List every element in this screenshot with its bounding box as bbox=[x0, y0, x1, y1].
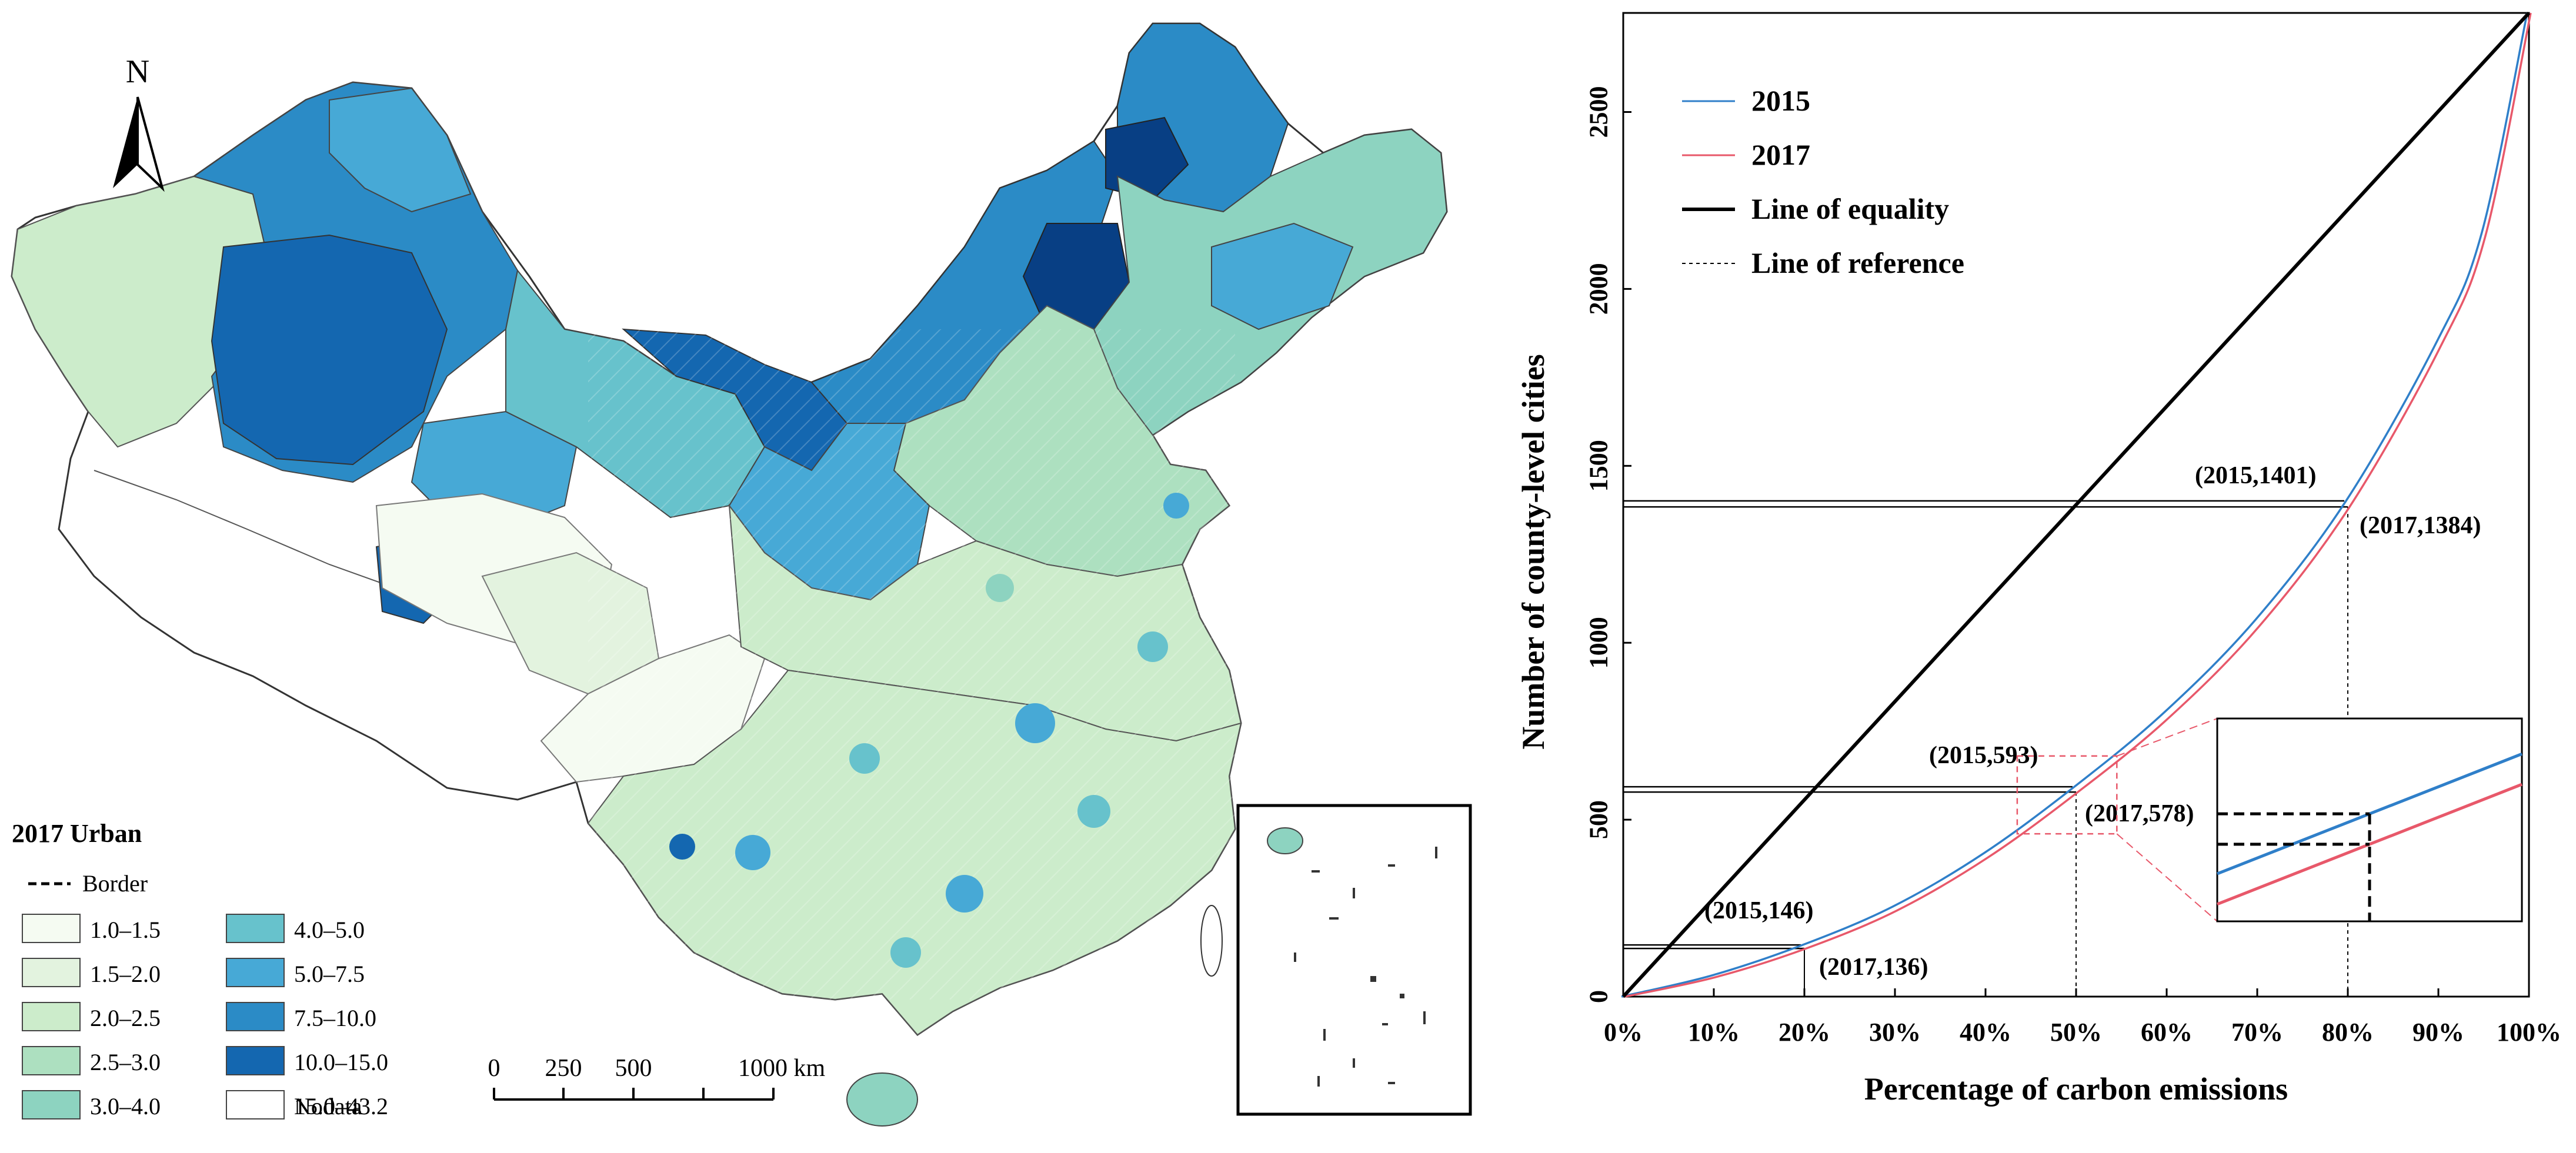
legend-label: 2017 bbox=[1751, 138, 1810, 171]
legend-class-label: 1.0–1.5 bbox=[90, 917, 161, 943]
legend-swatch bbox=[22, 1002, 81, 1031]
region-northeast-mid bbox=[1211, 222, 1354, 330]
legend-class-label: 1.5–2.0 bbox=[90, 961, 161, 987]
legend-label: Line of equality bbox=[1751, 192, 1949, 225]
x-tick-label: 20% bbox=[1778, 1018, 1830, 1047]
point-annotation: (2017,578) bbox=[2085, 800, 2194, 827]
map-legend: 2017 Urban Border 1.0–1.5 1.5–2.0 2.0–2.5 2… bbox=[12, 819, 388, 1119]
legend-swatch bbox=[226, 914, 285, 943]
x-tick-label: 70% bbox=[2231, 1018, 2283, 1047]
legend-swatch bbox=[22, 914, 81, 943]
north-label: N bbox=[126, 54, 149, 90]
x-tick-label: 50% bbox=[2050, 1018, 2102, 1047]
legend-nodata-swatch bbox=[226, 1090, 285, 1119]
north-arrow: N bbox=[113, 54, 165, 192]
hotspot-group bbox=[669, 493, 1189, 968]
y-tick-label: 1000 bbox=[1584, 617, 1613, 669]
scale-bar: 0 250 500 1000 km bbox=[488, 1055, 826, 1101]
legend-class-label: 3.0–4.0 bbox=[90, 1093, 161, 1119]
y-tick-label: 1500 bbox=[1584, 440, 1613, 492]
legend-class-label: 2.0–2.5 bbox=[90, 1005, 161, 1031]
taiwan-island bbox=[1200, 905, 1223, 977]
legend-class-label: 7.5–10.0 bbox=[294, 1005, 376, 1031]
x-tick-label: 10% bbox=[1688, 1018, 1740, 1047]
point-annotation: (2017,136) bbox=[1819, 954, 1928, 981]
legend-swatch bbox=[22, 958, 81, 987]
lorenz-curve-panel: 0% 10% 20% 30% 40% 50% 60% 70% 80% 90% 100% 0 500 100… bbox=[1488, 0, 2576, 1150]
zoom-connector-line bbox=[2116, 833, 2218, 922]
scale-tick-label: 0 bbox=[488, 1055, 500, 1082]
south-china-sea-inset bbox=[1236, 804, 1472, 1116]
legend-class-label: 4.0–5.0 bbox=[294, 917, 365, 943]
legend-class-label: 10.0–15.0 bbox=[294, 1049, 388, 1075]
x-tick-label: 100% bbox=[2497, 1018, 2561, 1047]
region-xinjiang-north bbox=[329, 87, 472, 213]
zoom-connector-line bbox=[2116, 718, 2218, 757]
x-tick-label: 0% bbox=[1604, 1018, 1643, 1047]
point-annotation: (2015,146) bbox=[1704, 897, 1813, 924]
legend-title: 2017 Urban bbox=[12, 819, 142, 848]
chart-legend: 2015 2017 Line of equality Line of referenc… bbox=[1682, 84, 1964, 279]
scale-tick-label: 500 bbox=[615, 1055, 652, 1082]
legend-swatch bbox=[226, 1046, 285, 1075]
region-texture bbox=[588, 329, 1235, 1000]
x-tick-label: 80% bbox=[2322, 1018, 2374, 1047]
point-annotation: (2017,1384) bbox=[2360, 512, 2481, 539]
series-line-2017 bbox=[1624, 12, 2532, 998]
hainan-island bbox=[846, 1072, 918, 1127]
zoom-region-box bbox=[2016, 755, 2118, 835]
scale-tick-label: 250 bbox=[545, 1055, 582, 1082]
x-axis-label: Percentage of carbon emissions bbox=[1864, 1071, 2288, 1107]
choropleth-map-panel: N 2017 Urban Border 1.0–1.5 1.5–2.0 2.0– bbox=[11, 22, 1472, 1127]
point-annotation: (2015,1401) bbox=[2195, 462, 2316, 489]
equality-line bbox=[1621, 11, 2531, 998]
legend-swatch bbox=[226, 958, 285, 987]
legend-class-label: 2.5–3.0 bbox=[90, 1049, 161, 1075]
x-tick-label: 90% bbox=[2413, 1018, 2464, 1047]
legend-label: Line of reference bbox=[1751, 246, 1964, 279]
region-heilongjiang-deep bbox=[1105, 116, 1189, 201]
x-tick-label: 30% bbox=[1869, 1018, 1921, 1047]
legend-class-label: 5.0–7.5 bbox=[294, 961, 365, 987]
legend-swatch bbox=[22, 1090, 81, 1119]
lorenz-curve-chart: 0% 10% 20% 30% 40% 50% 60% 70% 80% 90% 100% 0 500 100… bbox=[1516, 11, 2561, 1107]
y-tick-label: 2500 bbox=[1584, 86, 1613, 138]
x-tick-label: 60% bbox=[2141, 1018, 2193, 1047]
legend-label: 2015 bbox=[1751, 84, 1810, 117]
y-tick-label: 0 bbox=[1584, 990, 1613, 1003]
y-tick-label: 2000 bbox=[1584, 263, 1613, 315]
legend-nodata-label: Nodata bbox=[294, 1093, 362, 1119]
china-choropleth-map: N 2017 Urban Border 1.0–1.51.5–2.02.0– bbox=[11, 22, 1472, 1127]
legend-classes: 1.0–1.5 1.5–2.0 2.0–2.5 2.5–3.0 3.0–4.0 4.0–5… bbox=[22, 914, 388, 1119]
scale-tick-label: 1000 km bbox=[738, 1055, 826, 1082]
region-xinjiang-deep bbox=[211, 234, 448, 466]
legend-swatch bbox=[22, 1046, 81, 1075]
x-tick-label: 40% bbox=[1960, 1018, 2011, 1047]
y-axis-label: Number of county-level cities bbox=[1516, 354, 1551, 749]
legend-border-label: Border bbox=[82, 870, 148, 897]
legend-class-label: 15.0–43.2 bbox=[294, 1093, 388, 1119]
legend-swatch bbox=[226, 1002, 285, 1031]
y-tick-label: 500 bbox=[1584, 800, 1613, 839]
series-line-2015 bbox=[1621, 12, 2528, 998]
